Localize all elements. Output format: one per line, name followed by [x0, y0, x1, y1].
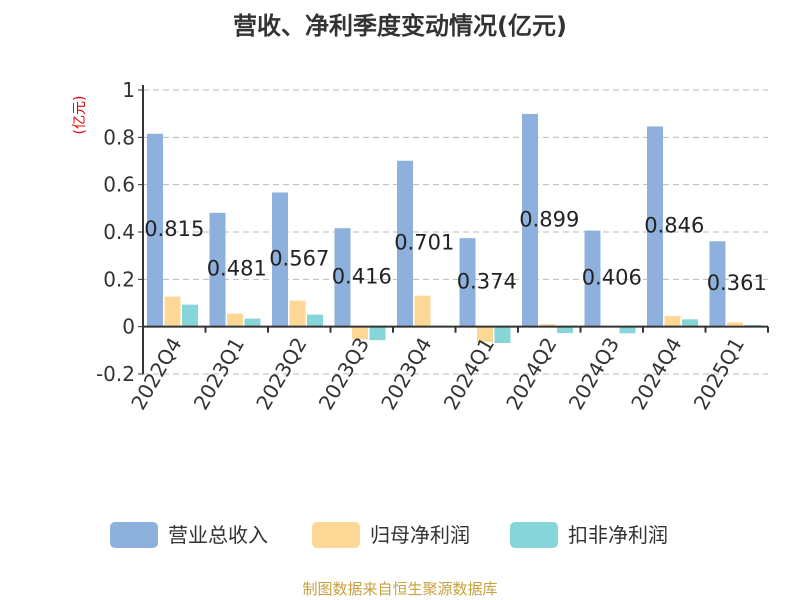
- bar-1: [272, 192, 288, 327]
- legend-label[interactable]: 归母净利润: [370, 523, 470, 547]
- bar-2: [352, 326, 368, 340]
- legend-swatch: [312, 522, 360, 548]
- data-label: 0.815: [144, 217, 204, 241]
- bar-1: [209, 212, 226, 327]
- bar-2: [539, 324, 556, 327]
- y-tick-label: 0.4: [103, 220, 135, 244]
- bar-2: [664, 316, 681, 327]
- bar-1: [147, 133, 163, 327]
- bar-1: [397, 160, 413, 327]
- bar-3: [369, 326, 386, 341]
- bar-1: [709, 241, 726, 327]
- y-tick-label: 0.8: [103, 125, 135, 149]
- bar-3: [619, 326, 636, 334]
- bar-2: [227, 313, 243, 327]
- legend-swatch: [510, 522, 558, 548]
- y-axis-label: (亿元): [72, 96, 88, 135]
- legend-label[interactable]: 营业总收入: [168, 523, 268, 547]
- bar-2: [289, 300, 306, 327]
- x-tick-label: 2024Q2: [501, 333, 561, 414]
- bar-3: [307, 314, 323, 327]
- bar-3: [244, 318, 261, 327]
- bar-1: [647, 126, 663, 327]
- legend-swatch: [110, 522, 158, 548]
- data-label: 0.481: [207, 257, 267, 281]
- data-label: 0.846: [644, 214, 704, 238]
- y-tick-label: -0.2: [96, 362, 135, 386]
- bar-2: [477, 326, 493, 343]
- bar-1: [522, 113, 538, 327]
- bar-1: [459, 238, 476, 327]
- data-label: 0.567: [269, 247, 329, 271]
- bar-3: [682, 319, 698, 327]
- bar-1: [334, 228, 351, 327]
- bar-3: [494, 326, 511, 343]
- data-label: 0.416: [332, 264, 392, 288]
- y-tick-label: 0.6: [103, 173, 135, 197]
- bar-2: [727, 322, 743, 327]
- bar-1: [584, 230, 601, 327]
- y-tick-label: 0.2: [103, 267, 135, 291]
- bar-2: [164, 296, 181, 327]
- y-tick-label: 1: [122, 78, 135, 102]
- legend-label[interactable]: 扣非净利润: [568, 523, 668, 547]
- chart-title: 营收、净利季度变动情况(亿元): [233, 12, 567, 40]
- y-tick-label: 0: [122, 315, 135, 339]
- source-note: 制图数据来自恒生聚源数据库: [302, 580, 497, 598]
- bar-3: [557, 326, 573, 334]
- bar-2: [414, 295, 431, 327]
- data-label: 0.701: [394, 231, 454, 255]
- data-label: 0.899: [519, 207, 579, 231]
- bar-3: [182, 304, 198, 327]
- data-label: 0.374: [457, 269, 517, 293]
- x-tick-label: 2023Q2: [251, 333, 311, 414]
- data-label: 0.406: [582, 266, 642, 290]
- data-label: 0.361: [707, 271, 767, 295]
